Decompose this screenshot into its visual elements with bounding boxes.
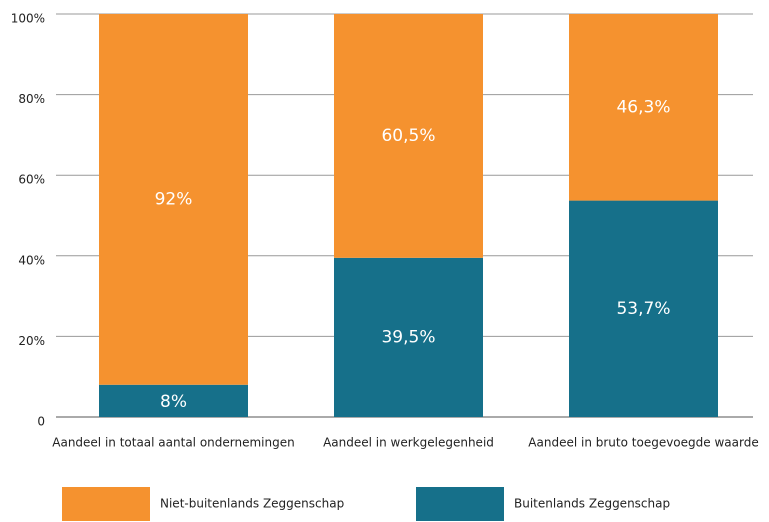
legend-label: Niet-buitenlands Zeggenschap: [160, 497, 344, 511]
value-label: 53,7%: [616, 299, 670, 319]
y-tick-label: 20%: [18, 334, 45, 348]
bar-segment: [569, 14, 718, 201]
x-tick-label: Aandeel in totaal aantal ondernemingen: [52, 436, 294, 450]
y-tick-label: 60%: [18, 173, 45, 187]
y-tick-label: 80%: [18, 92, 45, 106]
bar-segment: [334, 14, 483, 258]
bar-segment: [334, 257, 483, 417]
y-tick-label: 40%: [18, 253, 45, 267]
legend-swatch: [416, 487, 504, 521]
y-tick-label: 0: [37, 415, 45, 429]
value-label: 92%: [155, 189, 193, 209]
legend-label: Buitenlands Zeggenschap: [514, 497, 670, 511]
y-tick-label: 100%: [11, 12, 45, 26]
x-tick-label: Aandeel in bruto toegevoegde waarde: [528, 436, 758, 450]
value-label: 46,3%: [616, 97, 670, 117]
bar-segment: [99, 14, 248, 385]
value-label: 8%: [160, 392, 187, 412]
bar-segment: [569, 200, 718, 417]
legend-swatch: [62, 487, 150, 521]
value-label: 39,5%: [381, 327, 435, 347]
bar-segment: [99, 384, 248, 417]
value-label: 60,5%: [381, 126, 435, 146]
x-tick-label: Aandeel in werkgelegenheid: [323, 436, 494, 450]
